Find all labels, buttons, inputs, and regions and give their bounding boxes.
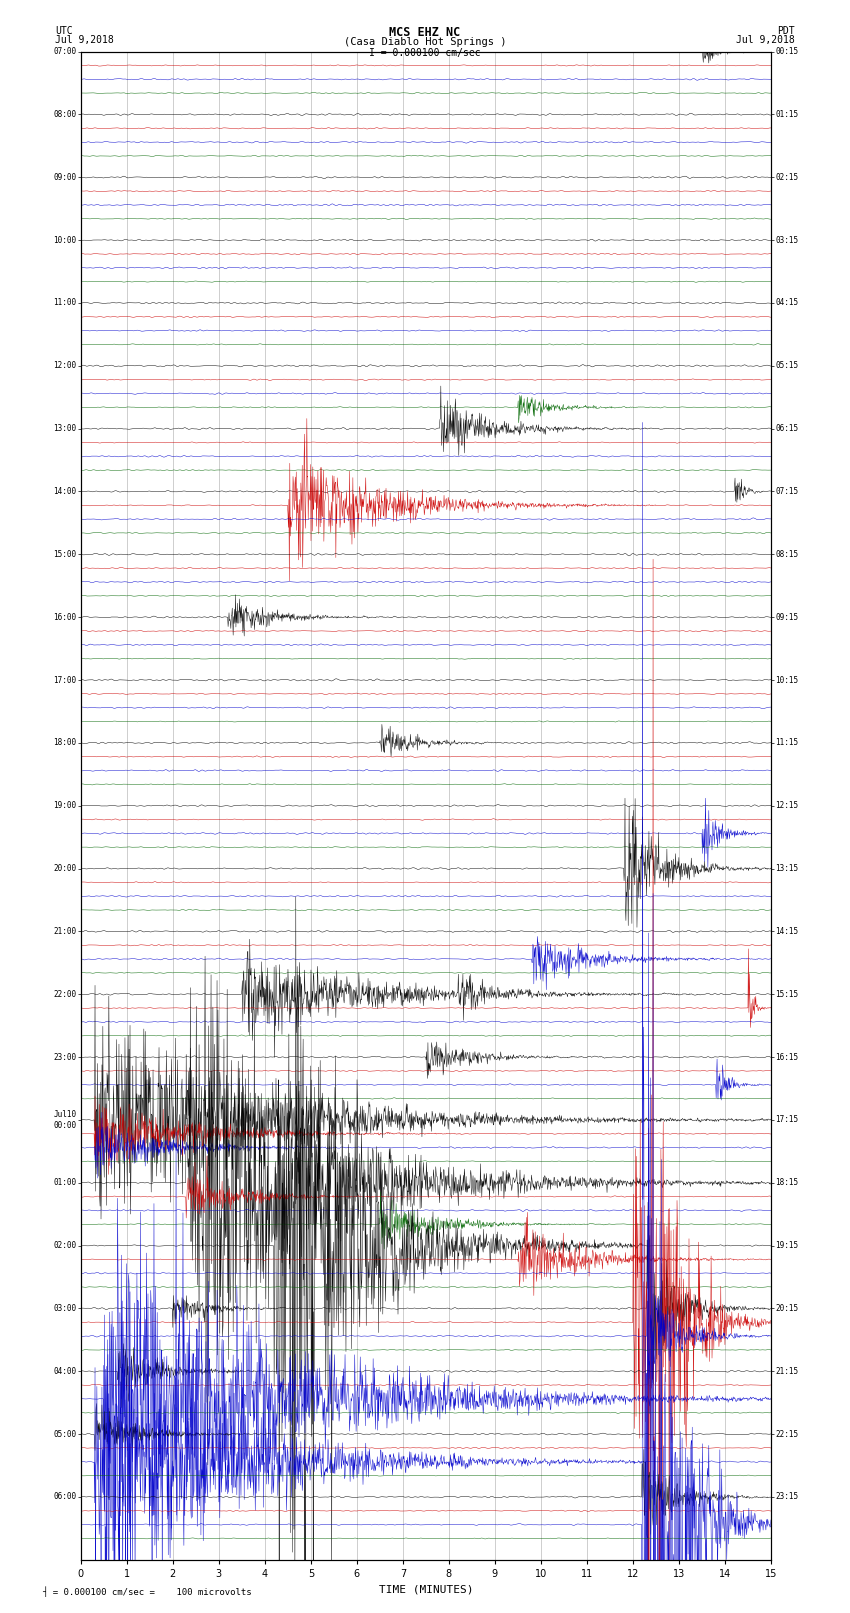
Text: ┤ = 0.000100 cm/sec =    100 microvolts: ┤ = 0.000100 cm/sec = 100 microvolts <box>42 1586 252 1597</box>
Text: Jul 9,2018: Jul 9,2018 <box>55 35 114 45</box>
Text: I = 0.000100 cm/sec: I = 0.000100 cm/sec <box>369 48 481 58</box>
Text: PDT: PDT <box>777 26 795 35</box>
X-axis label: TIME (MINUTES): TIME (MINUTES) <box>378 1584 473 1594</box>
Text: Jul 9,2018: Jul 9,2018 <box>736 35 795 45</box>
Text: MCS EHZ NC: MCS EHZ NC <box>389 26 461 39</box>
Text: UTC: UTC <box>55 26 73 35</box>
Text: (Casa Diablo Hot Springs ): (Casa Diablo Hot Springs ) <box>343 37 507 47</box>
